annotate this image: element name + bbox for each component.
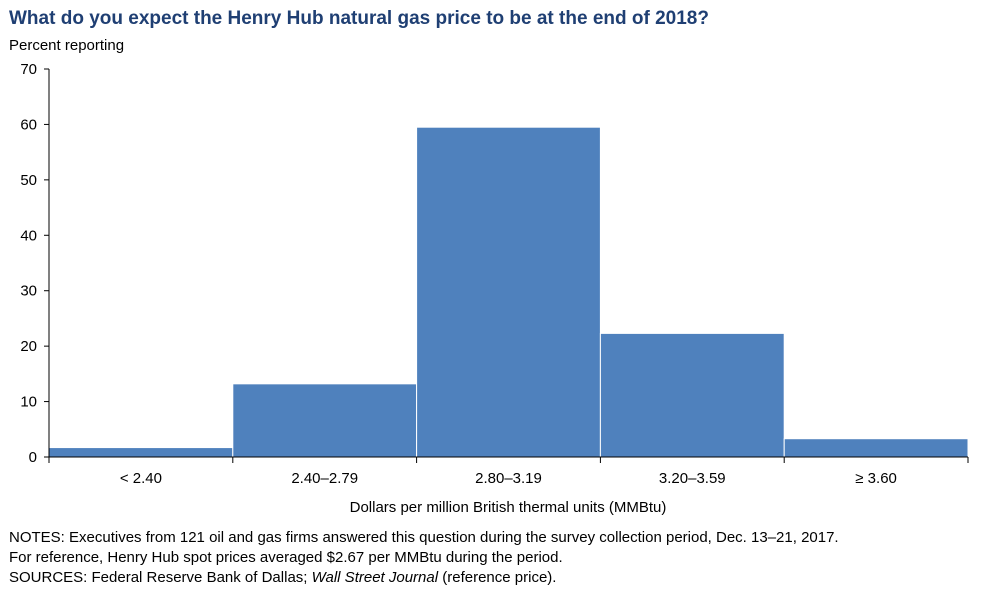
x-tick-label: ≥ 3.60 [855,470,897,487]
chart-title: What do you expect the Henry Hub natural… [9,8,709,29]
notes-section: NOTES: Executives from 121 oil and gas f… [9,528,839,588]
y-tick-label: 50 [20,172,37,189]
y-axis: 0 10 20 30 40 50 60 70 [20,61,50,466]
notes-line: NOTES: Executives from 121 oil and gas f… [9,529,839,546]
sources-line: SOURCES: Federal Reserve Bank of Dallas;… [9,568,839,588]
y-tick-label: 40 [20,227,37,244]
sources-suffix: (reference price). [442,569,557,586]
y-tick-label: 0 [29,449,37,466]
sources-prefix: SOURCES: Federal Reserve Bank of Dallas; [9,569,308,586]
y-axis-unit-label: Percent reporting [9,37,125,54]
y-tick-label: 60 [20,116,37,133]
x-tick-label: 3.20–3.59 [659,470,726,487]
notes-reference-line: For reference, Henry Hub spot prices ave… [9,549,563,566]
x-axis-title: Dollars per million British thermal unit… [350,499,667,516]
x-axis: < 2.40 2.40–2.79 2.80–3.19 3.20–3.59 ≥ 3.60 [48,456,969,487]
x-tick-label: < 2.40 [120,470,162,487]
sources-italic: Wall Street Journal [311,569,439,586]
bars-group [48,126,969,458]
bar-2 [416,126,601,458]
x-tick-label: 2.40–2.79 [291,470,358,487]
bar-0 [48,447,234,458]
y-tick-label: 30 [20,283,37,300]
bar-4 [783,438,969,458]
bar-1 [232,383,418,458]
bar-chart: 0 10 20 30 40 50 60 70 < 2.40 2.40–2.79 2.80–3.19… [20,61,969,516]
bar-3 [599,332,785,458]
y-tick-label: 10 [20,394,37,411]
x-tick-label: 2.80–3.19 [475,470,542,487]
y-tick-label: 70 [20,61,37,78]
y-tick-label: 20 [20,338,37,355]
